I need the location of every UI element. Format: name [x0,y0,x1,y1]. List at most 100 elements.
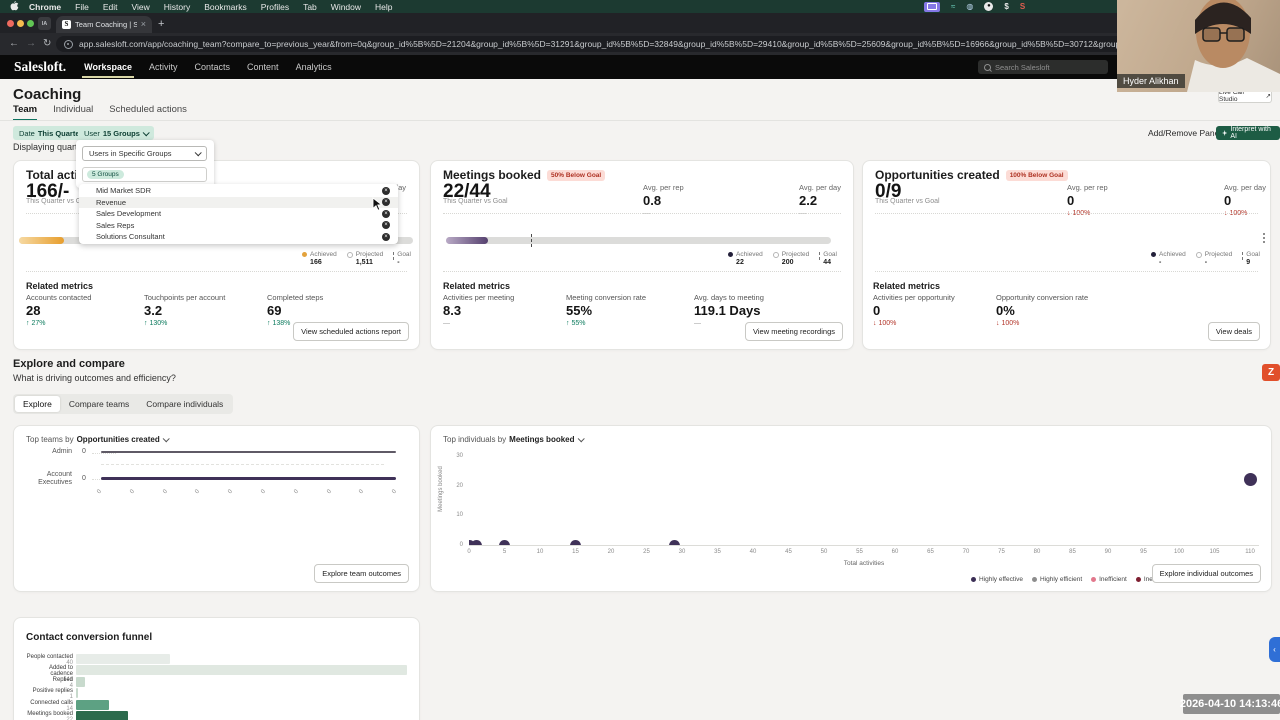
scatter-x-tick: 40 [749,549,757,555]
team-chart-header[interactable]: Top teams by Opportunities created [26,435,170,444]
funnel-bar[interactable] [76,676,86,687]
chevron-down-icon [194,149,202,157]
metric-opportunity-conversion-rate: Opportunity conversion rate 0% ↓ 100% [996,293,1089,327]
salesloft-logo[interactable]: Salesloft. [14,59,67,74]
nav-item-workspace[interactable]: Workspace [82,56,134,78]
record-status-icon[interactable]: ● [984,2,994,11]
scatter-point[interactable] [499,539,510,545]
date-filter[interactable]: Date This Quarter [13,126,97,140]
funnel-value: 22 [66,716,73,720]
nav-item-activity[interactable]: Activity [148,62,178,72]
menu-bookmarks[interactable]: Bookmarks [204,1,247,12]
funnel-bar[interactable] [76,699,109,710]
team-bar-admin[interactable] [101,451,396,453]
window-minimize-button[interactable] [17,20,24,27]
add-remove-panels-button[interactable]: Add/Remove Panels [1148,128,1237,138]
opportunities-created-value: 0/9 [875,181,902,202]
tab-team[interactable]: Team [13,104,38,121]
new-tab-button[interactable]: + [158,18,165,30]
funnel-bar[interactable] [76,710,128,720]
group-option[interactable]: Revenue × [79,196,398,208]
tab-compare-teams[interactable]: Compare teams [68,399,130,409]
address-bar[interactable]: app.salesloft.com/app/coaching_team?comp… [56,36,1272,52]
nav-item-contacts[interactable]: Contacts [194,62,231,72]
tab-explore[interactable]: Explore [15,396,60,412]
group-option[interactable]: Sales Reps × [79,220,398,232]
browser-profile-icon[interactable]: IA [38,17,51,30]
view-deals-button[interactable]: View deals [1207,322,1260,341]
menu-history[interactable]: History [163,1,191,12]
site-info-icon[interactable] [64,39,73,49]
s-status-icon[interactable]: S [1019,1,1026,11]
funnel-value: 4 [69,682,73,689]
group-filter-select[interactable]: Users in Specific Groups [82,146,207,161]
total-activities-value: 166/- [26,181,70,202]
screen-share-indicator-icon[interactable] [924,1,940,12]
group-option[interactable]: Sales Development × [79,208,398,220]
wave-status-icon[interactable]: ≈ [951,1,956,11]
remove-group-icon[interactable]: × [382,232,390,241]
remove-group-icon[interactable]: × [382,209,390,218]
group-options-list: Mid Market SDR × Revenue × Sales Developme… [79,184,398,244]
card-menu-icon[interactable] [1263,233,1265,235]
group-option[interactable]: Mid Market SDR × [79,185,398,197]
team-bar-account-executives[interactable] [101,477,396,480]
menu-window[interactable]: Window [330,1,362,12]
team-x-tick: 0 [227,488,235,496]
page-title: Coaching [13,86,82,103]
tab-individual[interactable]: Individual [53,104,94,115]
funnel-bar[interactable] [76,654,170,664]
menu-help[interactable]: Help [375,1,393,12]
menu-edit[interactable]: Edit [102,1,118,12]
tabs-divider [0,120,1280,121]
scatter-point[interactable] [570,539,581,545]
remove-group-icon[interactable]: × [382,221,390,230]
window-zoom-button[interactable] [27,20,34,27]
window-close-button[interactable] [7,20,14,27]
globe-status-icon[interactable]: ◍ [966,1,974,11]
menu-view[interactable]: View [131,1,150,12]
view-meeting-recordings-button[interactable]: View meeting recordings [745,322,843,341]
scatter-x-tick: 105 [1209,549,1220,555]
side-widget-z-icon[interactable]: Z [1262,364,1280,381]
tab-title: Team Coaching | Salesloft [75,20,137,29]
scatter-point[interactable] [470,539,482,545]
dollar-status-icon[interactable]: $ [1004,1,1009,11]
reload-icon[interactable]: ↻ [43,38,52,49]
scatter-point[interactable] [1243,473,1257,487]
metric-activities-per-opportunity: Activities per opportunity 0 ↓ 100% [873,293,955,327]
tab-scheduled-actions[interactable]: Scheduled actions [109,104,187,115]
nav-item-content[interactable]: Content [247,62,279,72]
collapse-panel-tab[interactable]: ‹ [1269,637,1280,662]
funnel-bar[interactable] [76,665,407,676]
forward-icon[interactable]: → [26,38,36,49]
scatter-y-tick: 20 [456,482,463,489]
remove-group-icon[interactable]: × [382,198,390,207]
remove-group-icon[interactable]: × [382,186,390,195]
menubar-app-name[interactable]: Chrome [29,1,62,12]
explore-individual-outcomes-button[interactable]: Explore individual outcomes [1151,564,1261,583]
metric-activities-per-meeting: Activities per meeting 8.3 — [443,293,515,327]
funnel-bar[interactable] [76,688,79,699]
menu-tab[interactable]: Tab [303,1,317,12]
explore-team-outcomes-button[interactable]: Explore team outcomes [314,564,409,583]
funnel-row: Meetings booked 22 [26,710,409,720]
apple-menu-icon[interactable] [10,0,19,13]
metric-meeting-conversion-rate: Meeting conversion rate 55% ↑ 55% [566,293,647,327]
interpret-with-ai-button[interactable]: Interpret with AI [1216,126,1280,140]
tab-compare-individuals[interactable]: Compare individuals [146,399,224,409]
scatter-point[interactable] [669,539,681,545]
menu-profiles[interactable]: Profiles [260,1,290,12]
group-option[interactable]: Solutions Consultant × [79,231,398,243]
browser-tab[interactable]: S Team Coaching | Salesloft × [56,16,152,33]
metric-completed-steps: Completed steps 69 ↑ 138% [267,293,324,327]
nav-item-analytics[interactable]: Analytics [295,62,332,72]
individual-chart-header[interactable]: Top individuals by Meetings booked [443,435,585,444]
search-input[interactable]: Search Salesloft [978,60,1108,74]
group-filter-input[interactable]: 5 Groups [82,167,207,182]
tab-close-icon[interactable]: × [140,19,146,29]
user-filter[interactable]: User 15 Groups [78,126,154,140]
menu-file[interactable]: File [75,1,89,12]
back-icon[interactable]: ← [9,38,19,49]
view-scheduled-actions-report-button[interactable]: View scheduled actions report [293,322,409,341]
